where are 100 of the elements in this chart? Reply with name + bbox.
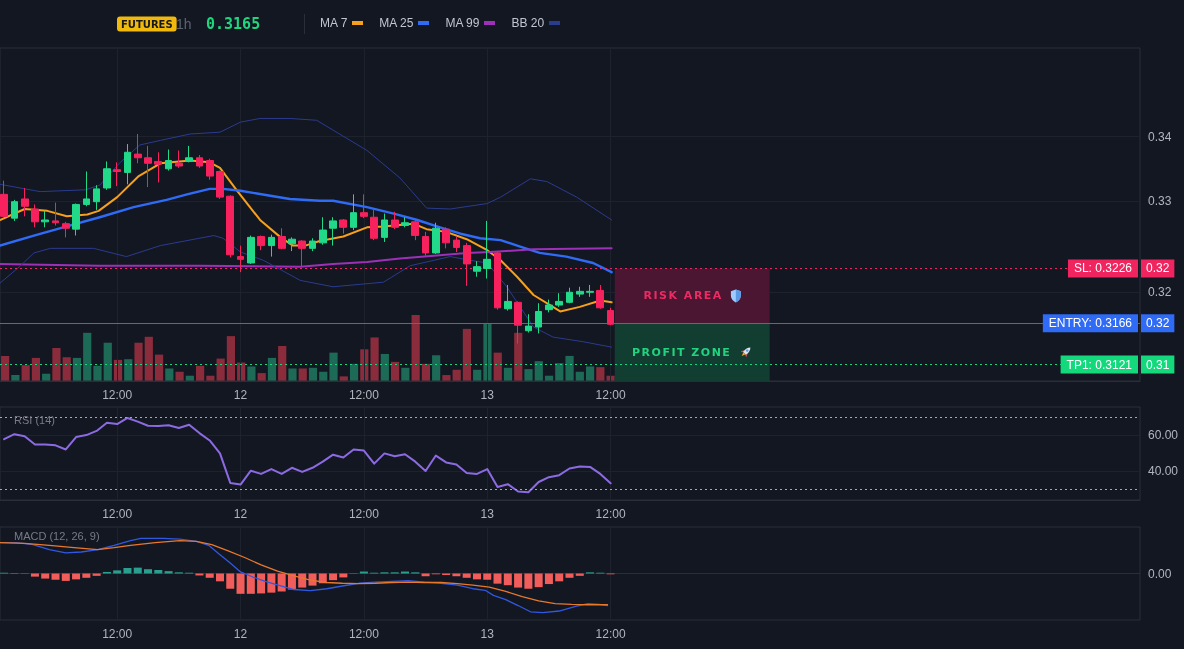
y-tick-label: 0.34 bbox=[1148, 129, 1172, 144]
candlestick bbox=[319, 216, 327, 246]
candlestick bbox=[309, 237, 316, 252]
candlestick bbox=[473, 260, 481, 278]
bar bbox=[524, 369, 533, 381]
candlestick bbox=[11, 199, 18, 222]
candlestick bbox=[586, 284, 594, 298]
bar bbox=[380, 353, 389, 381]
candlestick bbox=[545, 299, 553, 313]
candlestick bbox=[370, 209, 378, 241]
bar bbox=[1, 355, 10, 381]
x-tick-label: 12:00 bbox=[348, 627, 380, 641]
candlestick bbox=[566, 287, 573, 304]
bar bbox=[134, 342, 143, 381]
candlestick bbox=[329, 216, 337, 247]
ref-line-label: TP1: 0.3121 bbox=[1066, 357, 1133, 372]
bar bbox=[288, 368, 297, 381]
bar bbox=[493, 352, 502, 381]
bar bbox=[72, 357, 82, 381]
bar bbox=[391, 361, 400, 381]
chart-title: MACD (12, 26, 9) bbox=[14, 529, 100, 542]
bar bbox=[93, 365, 102, 381]
x-tick-label: 12 bbox=[233, 627, 248, 641]
legend-label: MA 25 bbox=[379, 16, 414, 30]
candlestick bbox=[185, 145, 193, 163]
candlestick bbox=[596, 284, 604, 310]
candlestick bbox=[154, 151, 162, 183]
text: 0.00 bbox=[1148, 566, 1172, 581]
bar bbox=[175, 371, 184, 381]
x-tick-label: 12:00 bbox=[595, 627, 626, 641]
bar bbox=[196, 365, 205, 381]
candlestick bbox=[103, 160, 111, 191]
bar bbox=[462, 328, 472, 381]
bar bbox=[432, 355, 441, 381]
bar bbox=[278, 346, 287, 381]
x-tick-label: 12:00 bbox=[595, 507, 626, 521]
text: RSI (14) bbox=[14, 413, 55, 426]
candlestick bbox=[504, 284, 512, 312]
candlestick bbox=[206, 158, 214, 181]
x-tick-label: 13 bbox=[480, 388, 495, 402]
bar bbox=[144, 336, 153, 381]
bar bbox=[565, 355, 574, 381]
candlestick bbox=[360, 193, 368, 219]
legend-label: MA 7 bbox=[320, 16, 348, 30]
bar bbox=[534, 361, 543, 381]
candlestick bbox=[422, 231, 429, 257]
candlestick bbox=[607, 307, 614, 326]
candlestick bbox=[268, 234, 275, 258]
candlestick bbox=[278, 227, 286, 250]
band-label: PROFIT ZONE bbox=[632, 345, 732, 359]
bar bbox=[585, 366, 595, 381]
candlestick bbox=[134, 133, 142, 164]
bar bbox=[103, 342, 112, 381]
text: 0.3165 bbox=[206, 15, 261, 33]
candlestick bbox=[247, 235, 255, 265]
legend-label: BB 20 bbox=[511, 16, 545, 30]
candlestick bbox=[555, 292, 563, 308]
band-label: RISK AREA bbox=[643, 289, 723, 303]
candlestick bbox=[226, 194, 234, 258]
x-tick-label: 12:00 bbox=[348, 507, 380, 521]
candlestick bbox=[411, 219, 419, 241]
annotation: 0.31 bbox=[1146, 357, 1170, 372]
candlestick bbox=[52, 202, 59, 226]
bar bbox=[370, 337, 379, 381]
candlestick bbox=[350, 193, 357, 231]
candlestick bbox=[196, 154, 203, 169]
candlestick bbox=[124, 143, 131, 185]
candlestick bbox=[525, 313, 532, 334]
bar bbox=[226, 336, 236, 381]
bar bbox=[247, 366, 256, 381]
bar bbox=[267, 357, 277, 381]
ref-line-label: SL: 0.3226 bbox=[1073, 261, 1133, 276]
text: FUTURES bbox=[121, 18, 173, 30]
bar bbox=[52, 348, 61, 381]
x-tick-label: 12:00 bbox=[595, 388, 626, 402]
text: 1h bbox=[176, 16, 192, 32]
candlestick bbox=[93, 184, 100, 211]
candlestick bbox=[391, 211, 399, 230]
bar bbox=[298, 368, 307, 381]
bar bbox=[483, 323, 492, 381]
bar bbox=[555, 363, 564, 381]
candlestick bbox=[576, 286, 584, 298]
bar bbox=[62, 357, 71, 381]
ref-line-label: ENTRY: 0.3166 bbox=[1048, 316, 1133, 331]
x-tick-label: 13 bbox=[480, 627, 495, 641]
candlestick bbox=[453, 235, 460, 253]
bar bbox=[329, 352, 338, 381]
candlestick bbox=[288, 236, 296, 252]
candlestick bbox=[535, 302, 542, 334]
bar bbox=[154, 354, 164, 381]
candlestick bbox=[381, 213, 388, 243]
candlestick bbox=[257, 235, 265, 251]
candlestick bbox=[432, 222, 440, 255]
candlestick bbox=[144, 145, 152, 188]
candlestick bbox=[165, 149, 172, 172]
line-series bbox=[3, 416, 612, 494]
candlestick bbox=[21, 187, 29, 217]
bar bbox=[21, 365, 30, 381]
candlestick bbox=[442, 226, 450, 249]
x-tick-label: 12:00 bbox=[102, 507, 133, 521]
